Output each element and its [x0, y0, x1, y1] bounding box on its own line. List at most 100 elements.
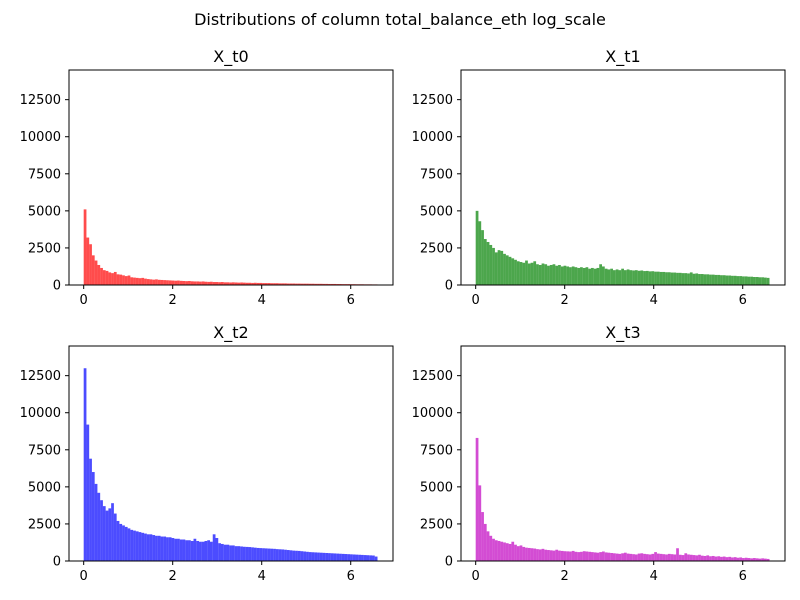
- y-tick-label: 12500: [412, 369, 453, 384]
- histogram-bar: [662, 271, 666, 285]
- histogram-bar: [489, 244, 493, 285]
- histogram-bar: [714, 274, 718, 285]
- histogram-bar: [736, 276, 740, 285]
- histogram-bar: [536, 549, 539, 561]
- histogram-bar: [306, 283, 309, 285]
- x-tick-label: 2: [169, 293, 177, 308]
- histogram-bar: [747, 558, 751, 561]
- histogram-bar: [179, 539, 183, 561]
- histogram-bar: [478, 485, 482, 561]
- histogram-bar: [163, 536, 167, 561]
- histogram-bar: [339, 553, 342, 561]
- histogram-bar: [231, 282, 235, 285]
- histogram-bar: [311, 552, 315, 561]
- histogram-bar: [569, 551, 572, 561]
- y-tick-label: 7500: [420, 167, 453, 182]
- histogram-bar: [541, 263, 545, 285]
- subplot-1: X_t1 0 2 4 6 0 2500 5000 7500 10000 12500: [412, 47, 786, 308]
- histogram-bar: [717, 556, 721, 561]
- y-tick-label: 2500: [420, 241, 453, 256]
- histogram-bar: [516, 546, 520, 561]
- histogram-bar: [621, 553, 624, 561]
- y-tick-label: 2500: [28, 517, 61, 532]
- histogram-bars: [83, 368, 378, 561]
- histogram-bar: [149, 534, 153, 561]
- histogram-bar: [83, 209, 87, 285]
- histogram-bar: [284, 549, 287, 561]
- histogram-bar: [651, 553, 655, 561]
- histogram-bar: [237, 282, 241, 285]
- histogram-bar: [626, 269, 630, 285]
- histogram-bar: [188, 280, 191, 285]
- histogram-bar: [684, 553, 688, 561]
- histogram-bar: [623, 552, 627, 561]
- subplot-title: X_t0: [213, 47, 248, 67]
- histogram-bar: [374, 556, 378, 561]
- histogram-bar: [580, 551, 583, 561]
- histogram-bar: [519, 262, 523, 285]
- histogram-bar: [366, 555, 370, 561]
- histogram-bar: [267, 548, 271, 561]
- histogram-bar: [656, 271, 660, 285]
- histogram-bar: [262, 283, 265, 285]
- x-tick-label: 2: [169, 569, 177, 584]
- histogram-bar: [547, 550, 550, 561]
- histogram-bar: [122, 275, 125, 285]
- y-tick-label: 12500: [20, 369, 61, 384]
- histogram-bar: [100, 500, 103, 561]
- histogram-bar: [538, 264, 542, 285]
- histogram-bar: [130, 529, 134, 561]
- histogram-bar: [240, 282, 243, 285]
- histogram-bar: [330, 283, 334, 285]
- histogram-bar: [270, 548, 274, 561]
- histogram-bar: [536, 264, 539, 285]
- histogram-bar: [604, 268, 608, 285]
- y-tick-label: 12500: [412, 93, 453, 108]
- histogram-bar: [612, 270, 616, 285]
- subplot-title: X_t3: [605, 323, 640, 343]
- histogram-bar: [155, 535, 158, 561]
- histogram-bar: [127, 275, 131, 285]
- histogram-bar: [289, 550, 293, 561]
- histogram-bar: [610, 552, 613, 561]
- histogram-bar: [292, 283, 296, 285]
- x-tick-label: 2: [561, 293, 569, 308]
- histogram-bar: [692, 273, 696, 285]
- histogram-bar: [111, 503, 114, 561]
- histogram-bar: [514, 259, 517, 285]
- histogram-bar: [555, 265, 559, 285]
- histogram-bar: [199, 281, 202, 285]
- y-tick-label: 10000: [412, 406, 453, 421]
- histogram-bar: [174, 538, 178, 561]
- axes-frame: [68, 69, 394, 286]
- y-tick-label: 5000: [420, 204, 453, 219]
- histogram-bar: [212, 534, 216, 561]
- histogram-bar: [612, 553, 616, 561]
- histogram-bar: [273, 548, 276, 561]
- histogram-bar: [582, 267, 586, 285]
- histogram-bar: [585, 551, 589, 561]
- histogram-bar: [144, 278, 147, 285]
- histogram-bar: [182, 539, 186, 561]
- histogram-bar: [563, 551, 567, 561]
- histogram-bar: [138, 532, 142, 561]
- histogram-bar: [363, 555, 367, 561]
- histogram-bar: [766, 277, 770, 285]
- histogram-bar: [541, 548, 545, 561]
- histogram-bar: [687, 554, 690, 561]
- histogram-bar: [259, 548, 263, 561]
- histogram-bar: [591, 552, 594, 561]
- histogram-bar: [530, 548, 534, 561]
- histogram-bar: [492, 247, 495, 285]
- histogram-bar: [645, 554, 649, 561]
- histogram-bar: [692, 555, 696, 561]
- histogram-bar: [146, 534, 150, 561]
- histogram-bar: [577, 552, 581, 561]
- histogram-bar: [486, 242, 490, 285]
- histogram-bar: [648, 271, 652, 285]
- histogram-bar: [711, 555, 715, 561]
- histogram-bar: [160, 279, 164, 285]
- histogram-bar: [709, 274, 712, 285]
- histogram-bar: [698, 274, 701, 285]
